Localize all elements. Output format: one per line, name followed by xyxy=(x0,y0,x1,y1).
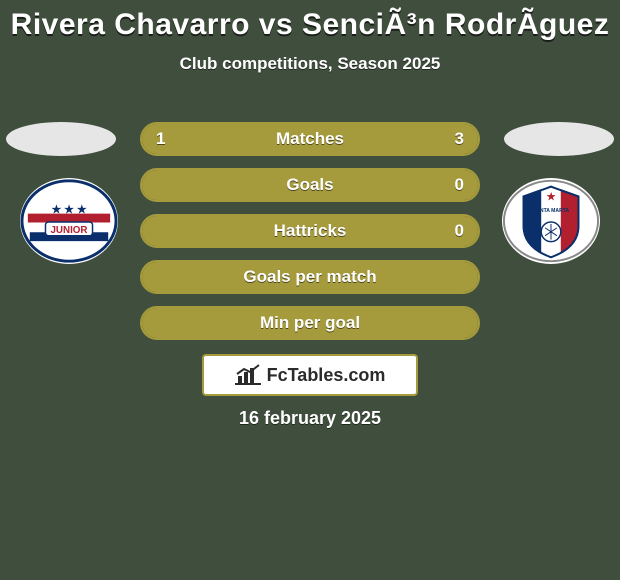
country-flag-right xyxy=(504,122,614,156)
svg-text:★ ★ ★: ★ ★ ★ xyxy=(52,204,87,216)
bar-value-right: 0 xyxy=(455,221,464,241)
santa-marta-crest-icon: ★ SANTA MARTA xyxy=(502,178,600,264)
brand-badge: FcTables.com xyxy=(202,354,418,396)
subtitle: Club competitions, Season 2025 xyxy=(0,54,620,74)
brand-text: FcTables.com xyxy=(267,365,386,386)
stat-bar: 1Matches3 xyxy=(140,122,480,156)
svg-text:SANTA MARTA: SANTA MARTA xyxy=(533,208,570,214)
stat-bar: Goals0 xyxy=(140,168,480,202)
country-flag-left xyxy=(6,122,116,156)
stat-bars: 1Matches3Goals0Hattricks0Goals per match… xyxy=(140,122,480,352)
stat-bar: Hattricks0 xyxy=(140,214,480,248)
svg-text:★: ★ xyxy=(546,190,557,203)
team-crest-left: ★ ★ ★ JUNIOR xyxy=(20,178,118,264)
stat-bar: Min per goal xyxy=(140,306,480,340)
bar-label: Hattricks xyxy=(142,221,478,241)
date-text: 16 february 2025 xyxy=(0,408,620,429)
page-title: Rivera Chavarro vs SenciÃ³n RodrÃ­guez xyxy=(0,0,620,42)
bar-value-right: 3 xyxy=(455,129,464,149)
bar-value-right: 0 xyxy=(455,175,464,195)
bar-label: Min per goal xyxy=(142,313,478,333)
junior-crest-icon: ★ ★ ★ JUNIOR xyxy=(20,178,118,264)
bar-label: Goals per match xyxy=(142,267,478,287)
team-crest-right: ★ SANTA MARTA xyxy=(502,178,600,264)
svg-text:JUNIOR: JUNIOR xyxy=(50,225,87,236)
bar-label: Goals xyxy=(142,175,478,195)
stat-bar: Goals per match xyxy=(140,260,480,294)
comparison-card: Rivera Chavarro vs SenciÃ³n RodrÃ­guez C… xyxy=(0,0,620,580)
brand-chart-icon xyxy=(235,364,261,386)
bar-label: Matches xyxy=(142,129,478,149)
